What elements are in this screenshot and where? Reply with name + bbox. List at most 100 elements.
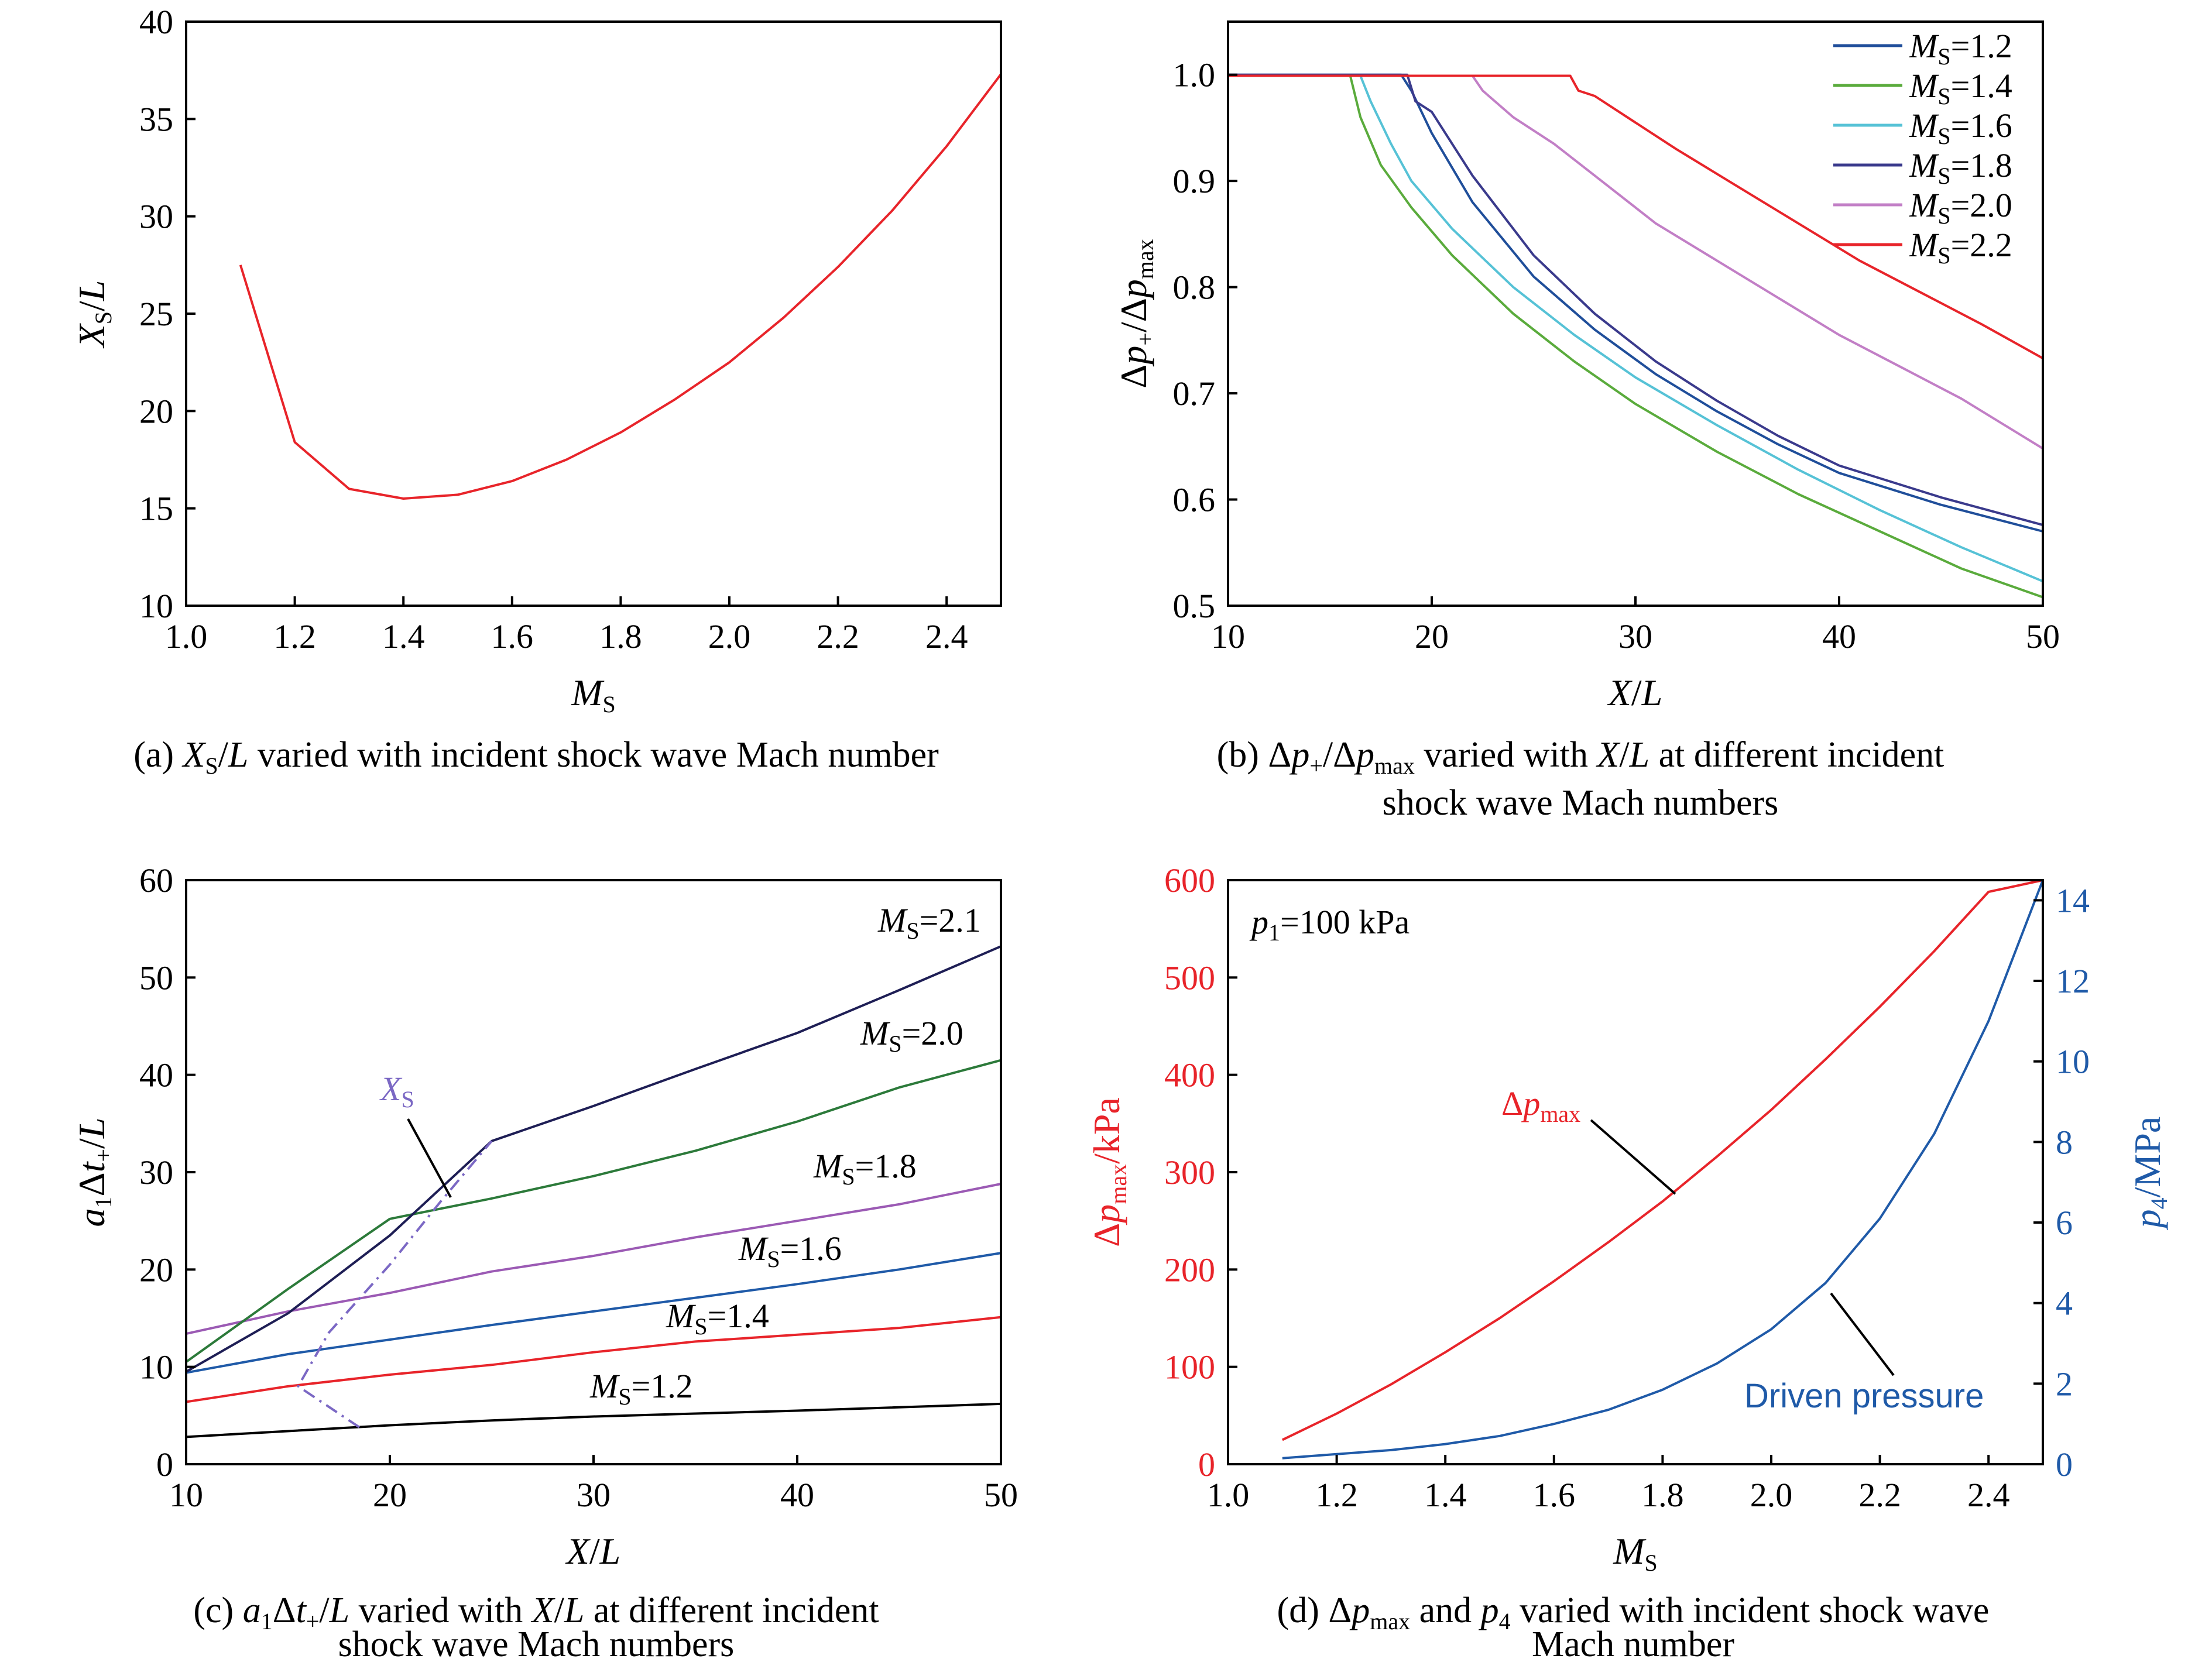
- chart-d-series-dpmax: [1281, 879, 2043, 1441]
- chart-c-series: [185, 945, 1002, 1438]
- chart-c-xticks: 10 20 30 40 50: [169, 1455, 1018, 1514]
- chart-c: 10 20 30 40 50 010 20 30 40 50 60 MS=2.1 MS=2.0 M…: [71, 861, 1018, 1662]
- annotation-ms-1.8: MS=1.8: [813, 1147, 917, 1190]
- chart-d-label-dpmax: Δpmax: [1501, 1084, 1580, 1127]
- annotation-ms-2.1: MS=2.1: [877, 901, 981, 944]
- chart-d-left-ytick-label: 300: [1164, 1153, 1215, 1191]
- chart-d-leader-dpmax: [1590, 1119, 1676, 1195]
- chart-b-xtick-label: 20: [1415, 617, 1449, 655]
- legend-entry: MS=2.2: [1909, 226, 2012, 269]
- chart-d-xtick-label: 1.4: [1424, 1476, 1467, 1514]
- chart-d-xtick-label: 1.8: [1641, 1476, 1684, 1514]
- chart-c-series-ms2.1: [186, 945, 1002, 1373]
- annotation-xs-leader: [407, 1118, 452, 1198]
- annotation-ms-2.0: MS=2.0: [860, 1014, 963, 1057]
- chart-c-xtick-label: 50: [984, 1476, 1018, 1514]
- chart-d-right-ylabel: p4/MPa: [2127, 1117, 2172, 1231]
- chart-a-ytick-label: 20: [139, 392, 173, 430]
- chart-c-series-ms1.4: [186, 1316, 1002, 1403]
- chart-d-right-ytick-label: 14: [2056, 881, 2090, 919]
- chart-c-xtick-label: 10: [169, 1476, 203, 1514]
- chart-a-ytick-label: 35: [139, 100, 173, 138]
- chart-d-right-ytick-label: 0: [2056, 1445, 2073, 1484]
- chart-c-series-ms1.8: [186, 1183, 1002, 1335]
- chart-b-series-1.8: [1228, 73, 2043, 527]
- chart-c-ytick-label: 60: [139, 861, 173, 899]
- chart-a-series-line: [239, 73, 1002, 500]
- chart-d-left-ytick-label: 500: [1164, 959, 1215, 997]
- annotation-ms-1.2: MS=1.2: [589, 1367, 693, 1410]
- chart-d-xlabel: MS: [1613, 1530, 1658, 1576]
- chart-c-ytick-label: 0: [156, 1445, 173, 1484]
- chart-d-xtick-label: 2.4: [1967, 1476, 2010, 1514]
- chart-d-series: [1281, 879, 2044, 1460]
- chart-c-ytick-label: 30: [139, 1153, 173, 1191]
- chart-a-xticks: 1.0 1.2 1.4 1.6 1.8 2.0 2.2 2.4: [165, 596, 968, 655]
- chart-a-xtick-label: 2.0: [708, 617, 751, 655]
- chart-c-ytick-label: 50: [139, 959, 173, 997]
- chart-d-xticks: 1.0 1.2 1.4 1.6 1.8 2.0 2.2 2.4: [1207, 1455, 2010, 1514]
- chart-a-yticks: 10 15 20 25 30 35 40: [139, 3, 196, 625]
- annotation-xs: XS: [379, 1070, 414, 1112]
- chart-c-xtick-label: 40: [780, 1476, 814, 1514]
- chart-a-ytick-label: 40: [139, 3, 173, 41]
- chart-d-left-ylabel: Δpmax/kPa: [1086, 1097, 1131, 1247]
- annotation-ms-1.4: MS=1.4: [666, 1297, 769, 1340]
- chart-b-series-2.2: [1228, 74, 2043, 359]
- chart-b-yticks: 0.5 0.6 0.7 0.8 0.9 1.0: [1173, 56, 1237, 625]
- chart-c-xlabel: X/L: [565, 1530, 620, 1572]
- chart-c-series-ms1.2: [186, 1402, 1002, 1438]
- chart-c-series-ms1.6: [186, 1252, 1002, 1374]
- chart-a-ytick-label: 25: [139, 295, 173, 333]
- chart-c-ytick-label: 20: [139, 1251, 173, 1289]
- chart-d-right-ytick-label: 6: [2056, 1204, 2073, 1242]
- chart-b-xtick-label: 50: [2026, 617, 2060, 655]
- chart-a-xtick-label: 1.6: [491, 617, 534, 655]
- chart-b-ytick-label: 0.5: [1173, 587, 1216, 625]
- chart-d-right-ytick-label: 12: [2056, 962, 2090, 1000]
- chart-b-series-1.4: [1228, 74, 2043, 599]
- chart-b-xticks: 10 20 30 40 50: [1211, 596, 2060, 655]
- chart-d-right-yticks: 0 2 4 6 8 10 12 14: [2033, 881, 2090, 1484]
- chart-a-ytick-label: 30: [139, 198, 173, 236]
- chart-d-right-ytick-label: 8: [2056, 1123, 2073, 1161]
- legend-entry: MS=1.6: [1909, 107, 2012, 149]
- chart-c-ylabel: a1Δt+/L: [71, 1118, 116, 1227]
- chart-c-series-xs: [297, 1140, 493, 1429]
- chart-a-xtick-label: 1.4: [382, 617, 425, 655]
- chart-c-yticks: 0 10 20 30 40 50 60: [139, 861, 196, 1484]
- annotation-ms-1.6: MS=1.6: [738, 1230, 842, 1272]
- chart-d-leader-driven: [1830, 1292, 1895, 1376]
- chart-d-right-ytick-label: 2: [2056, 1365, 2073, 1403]
- chart-d-xtick-label: 1.0: [1207, 1476, 1250, 1514]
- chart-a: 1.0 1.2 1.4 1.6 1.8 2.0 2.2 2.4 10152025303540 …: [71, 3, 1002, 779]
- chart-b-caption: (b) Δp+/Δpmax varied with X/L at differe…: [1217, 735, 1944, 779]
- legend-entry: MS=2.0: [1909, 186, 2012, 229]
- chart-d-right-ytick-label: 4: [2056, 1285, 2073, 1323]
- chart-d-xtick-label: 2.2: [1858, 1476, 1901, 1514]
- legend-entry: MS=1.2: [1909, 27, 2012, 70]
- chart-c-caption-line2: shock wave Mach numbers: [338, 1625, 735, 1662]
- chart-b-series: [1228, 73, 2044, 599]
- chart-d: 1.0 1.2 1.4 1.6 1.8 2.0 2.2 2.4 010020030040050…: [1086, 861, 2172, 1662]
- chart-d-left-ytick-label: 600: [1164, 861, 1215, 899]
- chart-a-ytick-label: 10: [139, 587, 173, 625]
- chart-b-ytick-label: 1.0: [1173, 56, 1216, 94]
- chart-c-xtick-label: 30: [577, 1476, 611, 1514]
- chart-a-xtick-label: 1.2: [273, 617, 316, 655]
- chart-d-left-yticks: 0 100 200 300 400 500 600: [1164, 861, 1237, 1484]
- chart-d-left-ytick-label: 400: [1164, 1056, 1215, 1094]
- chart-a-series: [239, 73, 1002, 500]
- chart-a-caption: (a) XS/L varied with incident shock wave…: [133, 735, 939, 779]
- chart-c-xtick-label: 20: [373, 1476, 407, 1514]
- chart-b-series-2.0: [1228, 74, 2044, 450]
- legend-entry: MS=1.4: [1909, 67, 2012, 109]
- chart-c-series-ms2.0: [185, 1059, 1002, 1363]
- chart-a-xtick-label: 2.2: [817, 617, 859, 655]
- chart-b-xtick-label: 30: [1618, 617, 1652, 655]
- chart-a-ylabel: XS/L: [71, 280, 116, 349]
- chart-c-annotations: MS=2.1 MS=2.0 MS=1.8 MS=1.6 MS=1.4 MS=1.…: [379, 901, 981, 1410]
- chart-d-left-ytick-label: 200: [1164, 1251, 1215, 1289]
- chart-b-ytick-label: 0.6: [1173, 481, 1216, 519]
